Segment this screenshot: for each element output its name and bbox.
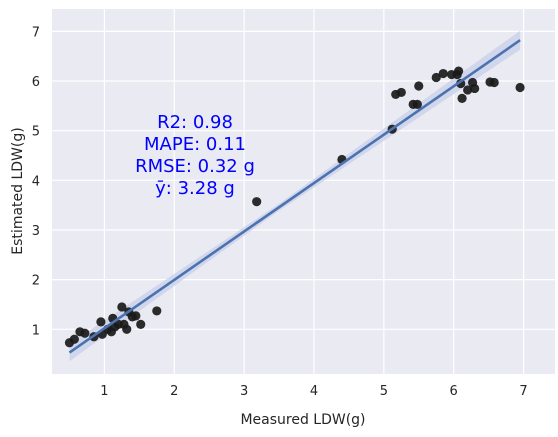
data-point [131,311,141,321]
y-tick-label: 1 [32,323,40,338]
x-tick-label: 3 [240,384,248,399]
data-point [136,319,146,329]
x-tick-label: 5 [380,384,388,399]
regression-line-path [68,39,521,354]
data-point [412,99,422,109]
data-point [252,197,262,207]
data-point [80,328,90,338]
data-point [515,82,525,93]
x-tick-labels: 1 2 3 4 5 6 7 [100,384,527,399]
data-point [453,66,464,76]
data-point [152,306,162,316]
y-tick-label: 4 [32,174,40,189]
data-point [457,93,467,103]
x-tick-label: 4 [310,384,318,399]
y-axis-label: Estimated LDW(g) [10,127,26,254]
y-tick-labels: 1 2 3 4 5 6 7 [32,25,40,338]
data-point [470,83,480,94]
annotation-mean: ȳ: 3.28 g [155,178,235,199]
data-point [463,85,473,95]
data-point [117,302,127,312]
data-point [489,77,499,88]
y-tick-label: 7 [32,25,40,40]
data-point [414,81,424,91]
data-point [69,334,79,344]
x-axis-label: Measured LDW(g) [240,412,365,428]
annotation-mape: MAPE: 0.11 [144,134,246,155]
data-point [96,317,106,327]
y-tick-label: 5 [32,125,40,140]
x-tick-label: 6 [450,384,458,399]
data-point [431,72,441,83]
x-tick-label: 7 [519,384,527,399]
annotation-rmse: RMSE: 0.32 g [135,156,255,177]
data-point [438,68,448,79]
data-point [122,324,132,334]
grid-lines [52,9,555,374]
y-tick-label: 6 [32,75,40,90]
x-tick-label: 1 [100,384,108,399]
data-point [396,87,406,98]
x-tick-label: 2 [170,384,178,399]
stats-annotation: R2: 0.98 MAPE: 0.11 RMSE: 0.32 g ȳ: 3.28… [135,112,255,199]
y-tick-label: 3 [32,224,40,239]
annotation-r2: R2: 0.98 [157,112,233,133]
data-points [64,66,525,348]
regression-line [68,39,521,354]
y-tick-label: 2 [32,274,40,289]
